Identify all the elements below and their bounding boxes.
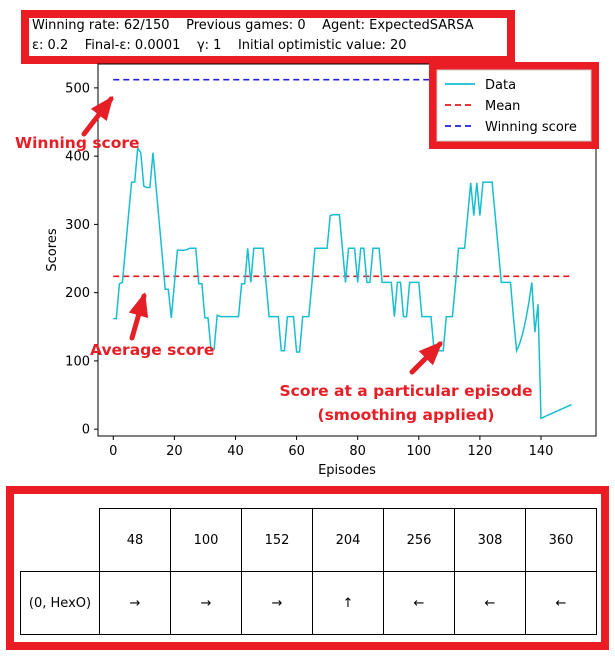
- score-chart: 0 20 40 60 80 100 120 140 0 100 200 300 400 500 Episod…: [15, 62, 599, 478]
- column-header: 256: [383, 508, 455, 572]
- stats-line-1: Winning rate: 62/150 Previous games: 0 A…: [32, 18, 474, 33]
- x-tick-label: 0: [109, 444, 117, 459]
- action-cell: ←: [525, 571, 597, 635]
- x-tick-label: 120: [467, 444, 492, 459]
- column-header: 48: [99, 508, 171, 572]
- data-series-line: [113, 145, 572, 420]
- y-tick-label: 100: [65, 354, 90, 369]
- y-tick-label: 300: [65, 218, 90, 233]
- legend-box: [436, 69, 592, 142]
- average-score-arrow-head: [128, 292, 149, 318]
- x-tick-label: 20: [166, 444, 183, 459]
- smoothing-annotation: (smoothing applied): [317, 406, 494, 424]
- action-cell: ←: [383, 571, 455, 635]
- column-header: 360: [525, 508, 597, 572]
- row-label: (0, HexO): [20, 571, 100, 635]
- column-header: 308: [454, 508, 526, 572]
- y-tick-label: 500: [65, 81, 90, 96]
- winning-score-arrow-head: [90, 95, 114, 121]
- action-cell: →: [241, 571, 313, 635]
- x-tick-label: 140: [529, 444, 554, 459]
- action-cell: ↑: [312, 571, 384, 635]
- policy-action-row: (0, HexO) → → → ↑ ← ← ←: [20, 571, 597, 635]
- winning-score-annotation: Winning score: [15, 134, 140, 152]
- y-tick-label: 200: [65, 286, 90, 301]
- y-axis-label: Scores: [45, 228, 60, 271]
- legend-entry: Data: [485, 78, 516, 93]
- y-tick-label: 0: [82, 423, 90, 438]
- policy-table: 48 100 152 204 256 308 360 (0, HexO) → → → ↑ ← ← ←: [20, 508, 597, 635]
- column-header: 204: [312, 508, 384, 572]
- action-cell: ←: [454, 571, 526, 635]
- x-tick-label: 100: [406, 444, 431, 459]
- table-corner: [20, 508, 100, 572]
- action-cell: →: [99, 571, 171, 635]
- plot-frame: [97, 63, 597, 437]
- x-tick-label: 80: [349, 444, 366, 459]
- x-tick-label: 60: [288, 444, 305, 459]
- stats-panel: Winning rate: 62/150 Previous games: 0 A…: [21, 10, 515, 64]
- x-tick-label: 40: [227, 444, 244, 459]
- x-axis-label: Episodes: [318, 463, 376, 478]
- legend-entry: Mean: [485, 99, 520, 114]
- legend-entry: Winning score: [485, 120, 577, 135]
- average-score-annotation: Average score: [90, 341, 214, 359]
- episode-score-arrow-head: [418, 341, 443, 366]
- stats-line-2: ε: 0.2 Final-ε: 0.0001 γ: 1 Initial opti…: [32, 38, 407, 53]
- action-cell: →: [170, 571, 242, 635]
- column-header: 100: [170, 508, 242, 572]
- y-tick-label: 400: [65, 150, 90, 165]
- policy-header-row: 48 100 152 204 256 308 360: [20, 508, 597, 572]
- column-header: 152: [241, 508, 313, 572]
- legend-highlight-frame: [429, 62, 599, 149]
- episode-score-annotation: Score at a particular episode: [279, 382, 532, 400]
